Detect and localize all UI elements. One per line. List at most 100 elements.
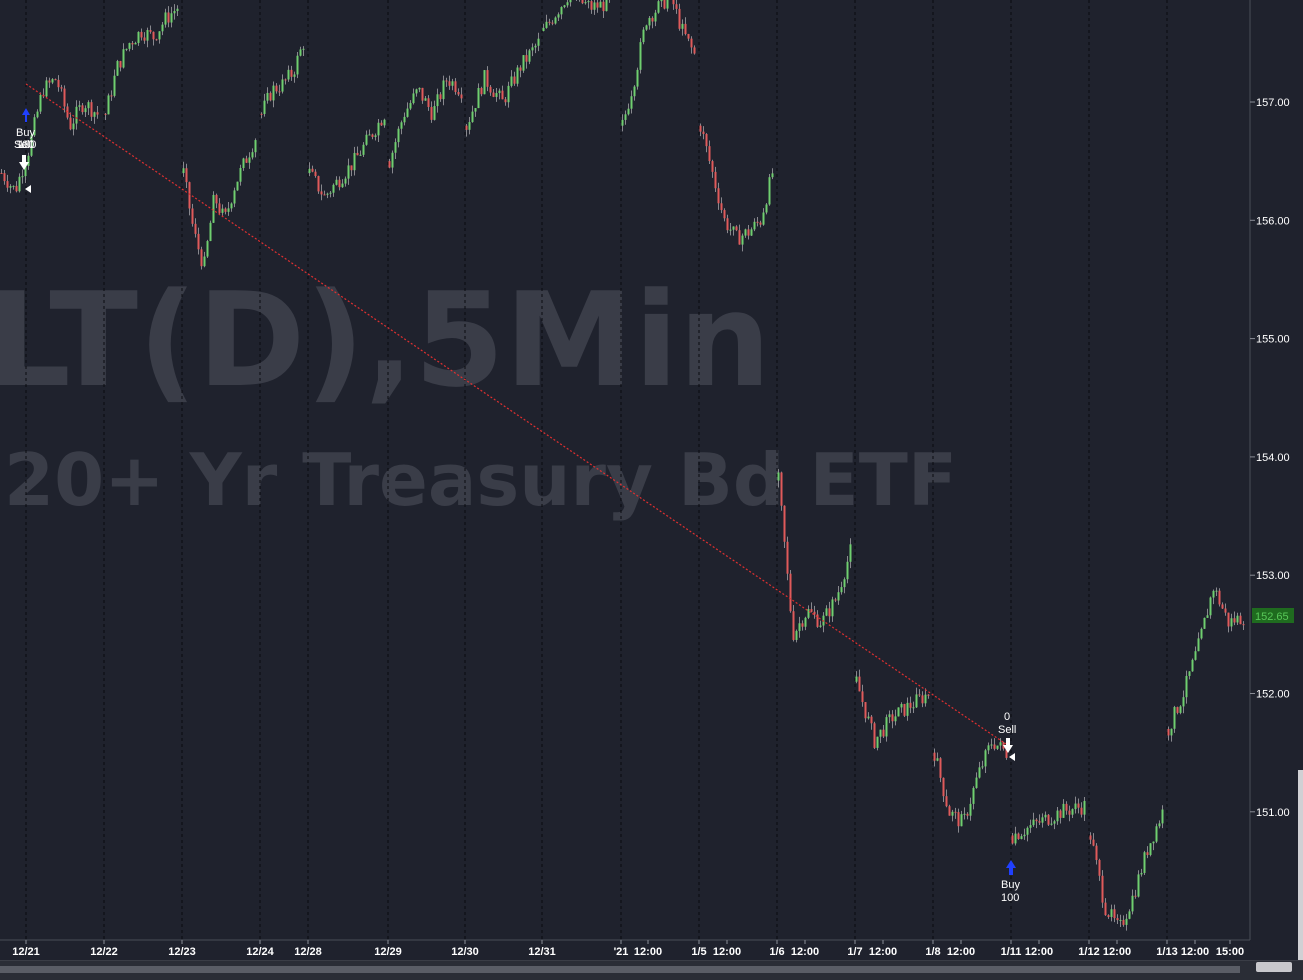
candle-body — [645, 25, 648, 30]
candle-body — [242, 158, 245, 168]
candle-body — [1125, 918, 1128, 925]
candle-body — [636, 69, 639, 87]
time-label: 12:00 — [1181, 946, 1209, 958]
candle-body — [927, 694, 930, 696]
candle-body — [474, 108, 477, 112]
candle-body — [747, 229, 750, 236]
candle-body — [590, 1, 593, 10]
candle-body — [224, 208, 227, 212]
price-label: 151.00 — [1256, 807, 1290, 819]
candle-body — [442, 80, 445, 100]
candle-body — [104, 113, 107, 115]
candle-body — [708, 146, 711, 162]
candle-body — [825, 608, 828, 616]
candle-body — [1113, 909, 1116, 919]
right-scrollbar[interactable] — [1298, 770, 1303, 960]
candle-body — [278, 91, 281, 93]
candle-body — [846, 561, 849, 580]
candle-body — [299, 49, 302, 56]
candle-body — [1212, 590, 1215, 598]
candle-body — [173, 11, 176, 14]
candle-body — [1155, 826, 1158, 842]
candle-body — [960, 814, 963, 827]
day-separators — [25, 0, 1168, 940]
candle-body — [1158, 823, 1161, 827]
candle-body — [621, 119, 624, 126]
candle-body — [1014, 833, 1017, 844]
price-label: 155.00 — [1256, 334, 1290, 346]
candle-body — [230, 203, 233, 209]
candle-body — [371, 134, 374, 137]
trade-marker-buy-2[interactable]: Buy 100 — [1001, 860, 1020, 904]
time-label: 12:00 — [713, 946, 741, 958]
candle-body — [394, 142, 397, 153]
candle-body — [807, 609, 810, 618]
candle-body — [1140, 872, 1143, 875]
candle-body — [702, 131, 705, 135]
candle-body — [756, 221, 759, 223]
candle-body — [837, 592, 840, 601]
candle-body — [587, 1, 590, 3]
candle-body — [1023, 834, 1026, 837]
time-label: 1/5 — [691, 946, 706, 958]
chart-area[interactable]: LT(D),5Min 20+ Yr Treasury Bd ETF 157.00… — [0, 0, 1303, 960]
trend-line[interactable] — [25, 83, 1007, 745]
candle-body — [1224, 608, 1227, 613]
scroll-thumb[interactable] — [1256, 962, 1292, 972]
candle-body — [504, 99, 507, 103]
candle-body — [1053, 821, 1056, 824]
candle-body — [1236, 615, 1239, 623]
candle-body — [197, 233, 200, 250]
candle-body — [167, 12, 170, 23]
candle-body — [885, 717, 888, 737]
candle-body — [813, 611, 816, 615]
candle-body — [630, 96, 633, 109]
trade-marker-buy-1[interactable]: Buy 100 — [16, 108, 35, 151]
candle-body — [329, 192, 332, 194]
candle-body — [24, 165, 27, 177]
candle-body — [430, 106, 433, 120]
candle-body — [185, 168, 188, 183]
candle-body — [353, 152, 356, 171]
time-label: 12/23 — [168, 946, 196, 958]
candle-body — [66, 106, 69, 118]
trade-marker-sell-1[interactable]: Sell 100 — [14, 139, 36, 193]
candle-body — [864, 702, 867, 719]
candle-body — [1017, 833, 1020, 839]
candle-body — [599, 1, 602, 8]
scroll-track[interactable] — [0, 966, 1240, 973]
candle-body — [1098, 860, 1101, 876]
candle-body — [605, 0, 608, 12]
trade-marker-sell-2[interactable]: 0 Sell — [998, 711, 1016, 761]
candle-body — [131, 43, 134, 45]
candle-body — [161, 24, 164, 32]
time-label: 12/21 — [12, 946, 40, 958]
watermark-symbol: LT(D),5Min — [0, 264, 771, 416]
candle-body — [155, 39, 158, 41]
time-label: 12/29 — [374, 946, 402, 958]
candle-body — [137, 31, 140, 43]
candle-body — [362, 144, 365, 155]
candle-body — [33, 117, 36, 136]
candle-body — [1074, 803, 1077, 810]
candle-body — [248, 157, 251, 163]
candle-body — [663, 0, 666, 9]
candle-body — [460, 94, 463, 99]
candle-body — [810, 609, 813, 612]
candle-body — [939, 758, 942, 778]
candle-body — [87, 102, 90, 109]
candle-body — [717, 188, 720, 204]
candle-body — [624, 114, 627, 120]
candle-body — [720, 203, 723, 211]
time-label: 12/28 — [294, 946, 322, 958]
candle-body — [1167, 728, 1170, 736]
candle-body — [457, 92, 460, 95]
candle-body — [471, 111, 474, 123]
candle-body — [1203, 617, 1206, 629]
candle-body — [344, 178, 347, 184]
candle-body — [750, 229, 753, 236]
candle-body — [569, 0, 572, 3]
candle-body — [149, 30, 152, 32]
candle-body — [1047, 814, 1050, 825]
candle-body — [816, 614, 819, 627]
